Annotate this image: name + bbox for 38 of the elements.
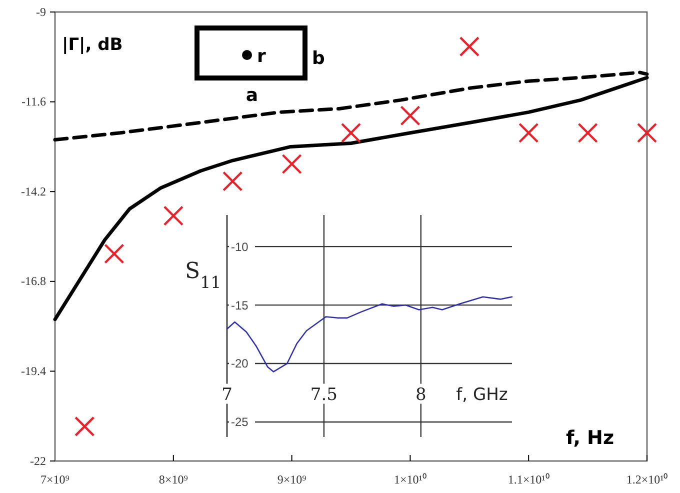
x-axis-title: f, Hz: [566, 427, 614, 449]
point: [578, 122, 598, 143]
line-series: [226, 296, 513, 372]
x-tick-label: 8: [415, 384, 426, 405]
x-axis-title: f, GHz: [456, 384, 508, 405]
x-tick-label: 7: [222, 384, 232, 405]
point: [163, 206, 184, 226]
point: [340, 122, 362, 143]
y-axis-title: |Γ|, dB: [62, 35, 123, 55]
y-tick-label: -22: [30, 454, 46, 468]
y-tick-label: -14.2: [21, 184, 46, 198]
x-tick-label: 7.5: [310, 384, 338, 405]
x-tick-label: 1.1×10¹⁰: [508, 472, 550, 487]
point: [636, 122, 658, 143]
x-tick-label: 9×10⁹: [277, 472, 306, 487]
y-tick-label: -10: [231, 240, 249, 254]
y-tick-label: -16.8: [21, 274, 46, 288]
annotation: b: [312, 48, 325, 69]
annotation: r: [257, 46, 266, 67]
point: [104, 244, 124, 264]
annotation: a: [246, 85, 258, 106]
y-tick-label: -11.6: [21, 94, 46, 109]
x-tick-label: 8×10⁹: [158, 472, 188, 487]
y-tick-label: -19.4: [21, 364, 46, 378]
point: [74, 416, 95, 437]
y-tick-label: -25: [231, 415, 249, 430]
x-tick-label: 1.2×10¹⁰: [626, 472, 668, 487]
point: [222, 171, 243, 192]
y-tick-label: -9: [36, 4, 46, 19]
point: [459, 36, 480, 57]
y-tick-label: -15: [231, 298, 249, 312]
x-tick-label: 7×10⁹: [40, 472, 70, 487]
point: [282, 154, 302, 174]
x-tick-label: 1×10¹⁰: [394, 472, 426, 487]
point: [518, 122, 539, 143]
y-axis-title: S$_{11}$: [185, 259, 222, 292]
point: [400, 106, 420, 126]
y-tick-label: -20: [231, 356, 249, 371]
